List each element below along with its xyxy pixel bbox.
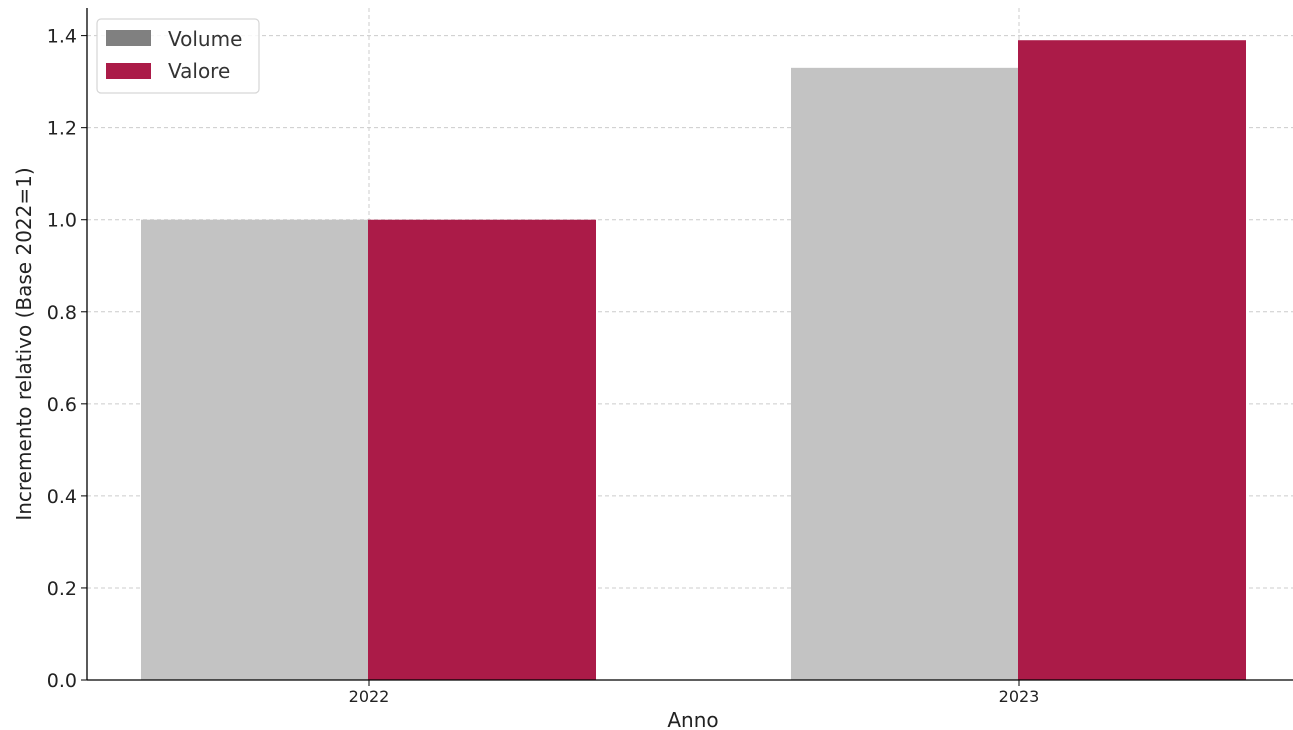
legend: Volume Valore [96, 18, 260, 94]
legend-swatch-valore [106, 63, 151, 79]
y-tick-label: 1.4 [47, 26, 77, 48]
x-tick-label: 2022 [349, 687, 390, 706]
legend-label-volume: Volume [168, 27, 242, 51]
y-tick-label: 0.4 [47, 486, 77, 508]
y-tick-label: 0.0 [47, 670, 77, 692]
bar-valore-2023 [1018, 40, 1246, 680]
y-axis-title: Incremento relativo (Base 2022=1) [12, 167, 36, 520]
bars [141, 40, 1246, 681]
y-tick-label: 0.8 [47, 302, 77, 324]
x-axis-title: Anno [667, 708, 718, 730]
y-tick-label: 0.6 [47, 394, 77, 416]
y-tick-label: 1.0 [47, 210, 77, 232]
x-tick-labels: 2022 2023 [349, 687, 1040, 706]
bar-volume-2022 [141, 219, 369, 681]
axes [81, 8, 1293, 686]
legend-swatch-volume [106, 30, 151, 46]
bar-volume-2023 [791, 67, 1019, 680]
bar-valore-2022 [368, 219, 596, 681]
y-tick-label: 1.2 [47, 118, 77, 140]
y-tick-label: 0.2 [47, 578, 77, 600]
x-tick-label: 2023 [999, 687, 1040, 706]
legend-label-valore: Valore [168, 59, 230, 83]
y-tick-labels: 0.0 0.2 0.4 0.6 0.8 1.0 1.2 1.4 [47, 26, 77, 692]
